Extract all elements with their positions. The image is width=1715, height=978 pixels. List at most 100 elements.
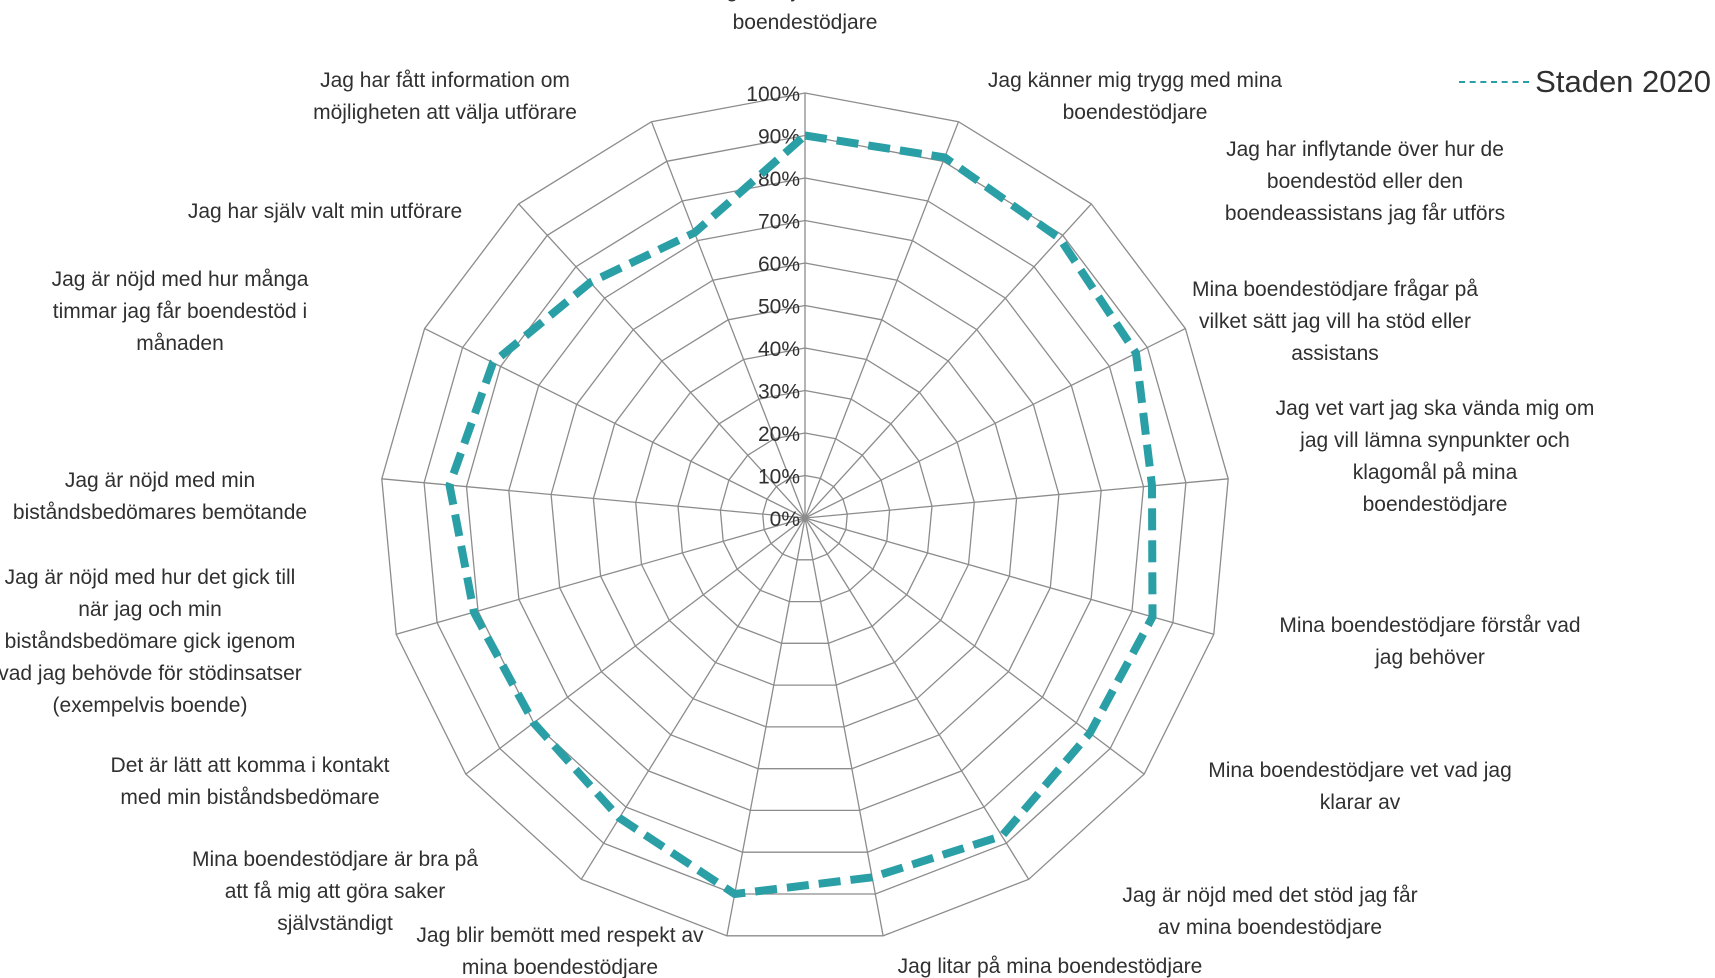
category-label-line: assistans: [1291, 342, 1379, 365]
category-label-1: Jag känner mig trygg med mina boendestödj…: [988, 69, 1282, 124]
series-layer: [445, 131, 1157, 898]
grid-ring-50: [592, 304, 1018, 728]
spoke-5: [804, 517, 1214, 635]
category-label-line: vilket sätt jag vill ha stöd eller: [1199, 310, 1471, 333]
category-label-line: Jag vet vart jag ska vända mig om: [1276, 397, 1595, 420]
category-label-line: Jag blir bemött med respekt av: [416, 924, 704, 947]
category-label-line: biståndsbedömares bemötande: [13, 501, 307, 524]
category-label-line: boendestödjare: [1363, 493, 1508, 516]
tick-label-2: 20%: [758, 423, 800, 446]
category-label-line: boendestödjare: [733, 11, 878, 34]
category-label-line: mina boendestödjare: [462, 956, 658, 978]
category-label-line: Mina boendestödjare vet vad jag: [1208, 759, 1512, 782]
category-label-line: jag vill lämna synpunkter och: [1299, 429, 1570, 452]
category-label-12: Jag är nöjd med hur det gick till när jag…: [0, 566, 302, 717]
grid-ring-90: [423, 134, 1187, 895]
radar-spokes: [381, 93, 1229, 936]
category-label-line: klagomål på mina: [1353, 461, 1518, 484]
spoke-7: [804, 517, 1030, 880]
category-label-line: jag behöver: [1374, 646, 1485, 669]
category-label-line: boendestödjare: [1063, 101, 1208, 124]
category-label-line: (exempelvis boende): [53, 694, 248, 717]
legend-swatch: [1459, 81, 1530, 83]
grid-ring-30: [677, 389, 933, 644]
tick-label-1: 10%: [758, 466, 800, 489]
tick-label-10: 100%: [746, 83, 800, 106]
spoke-15: [518, 203, 806, 519]
tick-label-6: 60%: [758, 253, 800, 276]
spoke-9: [726, 517, 806, 936]
category-label-line: Jag är nöjd med min: [65, 469, 255, 492]
tick-label-4: 40%: [758, 338, 800, 361]
category-label-3: Mina boendestödjare frågar på vilket sätt…: [1192, 278, 1478, 365]
spoke-8: [804, 517, 884, 936]
category-label-line: vad jag behövde för stödinsatser: [0, 662, 302, 685]
grid-ring-60: [550, 262, 1060, 770]
category-label-line: av mina boendestödjare: [1158, 916, 1382, 939]
category-label-line: boendeassistans jag får utförs: [1225, 202, 1505, 225]
category-label-line: Jag känner mig trygg med mina: [988, 69, 1282, 92]
category-label-11: Det är lätt att komma i kontakt med min b…: [111, 754, 390, 809]
category-label-0: Jag är nöjd med mina boendestödjare: [704, 0, 906, 34]
category-label-line: Mina boendestödjare förstår vad: [1279, 614, 1580, 637]
category-label-line: Jag är nöjd med mina: [704, 0, 906, 2]
legend-series-label: Staden 2020: [1535, 64, 1711, 99]
tick-label-5: 50%: [758, 296, 800, 319]
category-label-7: Jag är nöjd med det stöd jag får av mina …: [1122, 884, 1417, 939]
category-label-line: att få mig att göra saker: [225, 880, 446, 903]
category-label-line: Det är lätt att komma i kontakt: [111, 754, 390, 777]
tick-label-9: 90%: [758, 126, 800, 149]
grid-ring-20: [719, 432, 891, 603]
spoke-12: [396, 517, 806, 635]
category-label-9: Jag blir bemött med respekt av mina boend…: [416, 924, 704, 978]
spoke-1: [804, 121, 960, 519]
tick-label-0: 0%: [770, 508, 800, 531]
category-label-line: klarar av: [1320, 791, 1401, 814]
radial-tick-labels: 0% 10% 20% 30% 40% 50% 60% 70% 80% 90% 100%: [746, 83, 800, 531]
category-label-line: med min biståndsbedömare: [120, 786, 379, 809]
category-label-line: Jag är nöjd med hur många: [52, 268, 309, 291]
category-label-6: Mina boendestödjare vet vad jag klarar av: [1208, 759, 1512, 814]
legend: Staden 2020: [1459, 64, 1711, 100]
category-label-13: Jag är nöjd med min biståndsbedömares bem…: [13, 469, 307, 524]
tick-label-7: 70%: [758, 211, 800, 234]
spoke-4: [804, 478, 1229, 519]
category-label-16: Jag har fått information om möjligheten a…: [313, 69, 577, 124]
category-label-4: Jag vet vart jag ska vända mig om jag vil…: [1276, 397, 1595, 516]
category-label-line: Mina boendestödjare frågar på: [1192, 278, 1478, 301]
spoke-2: [804, 203, 1092, 519]
category-label-line: Jag har inflytande över hur de: [1226, 138, 1504, 161]
spoke-13: [381, 478, 806, 519]
grid-ring-100: [381, 92, 1229, 937]
category-label-10: Mina boendestödjare är bra på att få mig …: [192, 848, 478, 935]
category-label-line: självständigt: [277, 912, 393, 935]
category-label-line: Jag har fått information om: [320, 69, 570, 92]
category-label-line: Jag litar på mina boendestödjare: [898, 955, 1203, 978]
category-label-line: biståndsbedömare gick igenom: [5, 630, 296, 653]
category-label-line: Jag är nöjd med det stöd jag får: [1122, 884, 1417, 907]
grid-ring-10: [762, 474, 848, 561]
tick-label-3: 30%: [758, 381, 800, 404]
spoke-3: [804, 328, 1186, 519]
grid-ring-70: [508, 219, 1102, 812]
series-line-0: [445, 131, 1157, 898]
category-label-line: boendestöd eller den: [1267, 170, 1463, 193]
category-label-5: Mina boendestödjare förstår vad jag behöv…: [1279, 614, 1580, 669]
category-label-line: månaden: [136, 332, 224, 355]
category-label-2: Jag har inflytande över hur de boendestöd…: [1225, 138, 1505, 225]
spoke-6: [804, 517, 1145, 775]
category-label-14: Jag är nöjd med hur många timmar jag får …: [52, 268, 309, 355]
grid-ring-40: [635, 347, 975, 686]
category-label-line: Jag har själv valt min utförare: [188, 200, 462, 223]
category-label-line: Mina boendestödjare är bra på: [192, 848, 478, 871]
category-label-line: när jag och min: [78, 598, 222, 621]
spoke-11: [465, 517, 806, 775]
tick-label-8: 80%: [758, 168, 800, 191]
category-label-line: timmar jag får boendestöd i: [53, 300, 307, 323]
radar-grid: [381, 92, 1229, 937]
category-label-line: möjligheten att välja utförare: [313, 101, 577, 124]
category-label-8: Jag litar på mina boendestödjare: [898, 955, 1203, 978]
